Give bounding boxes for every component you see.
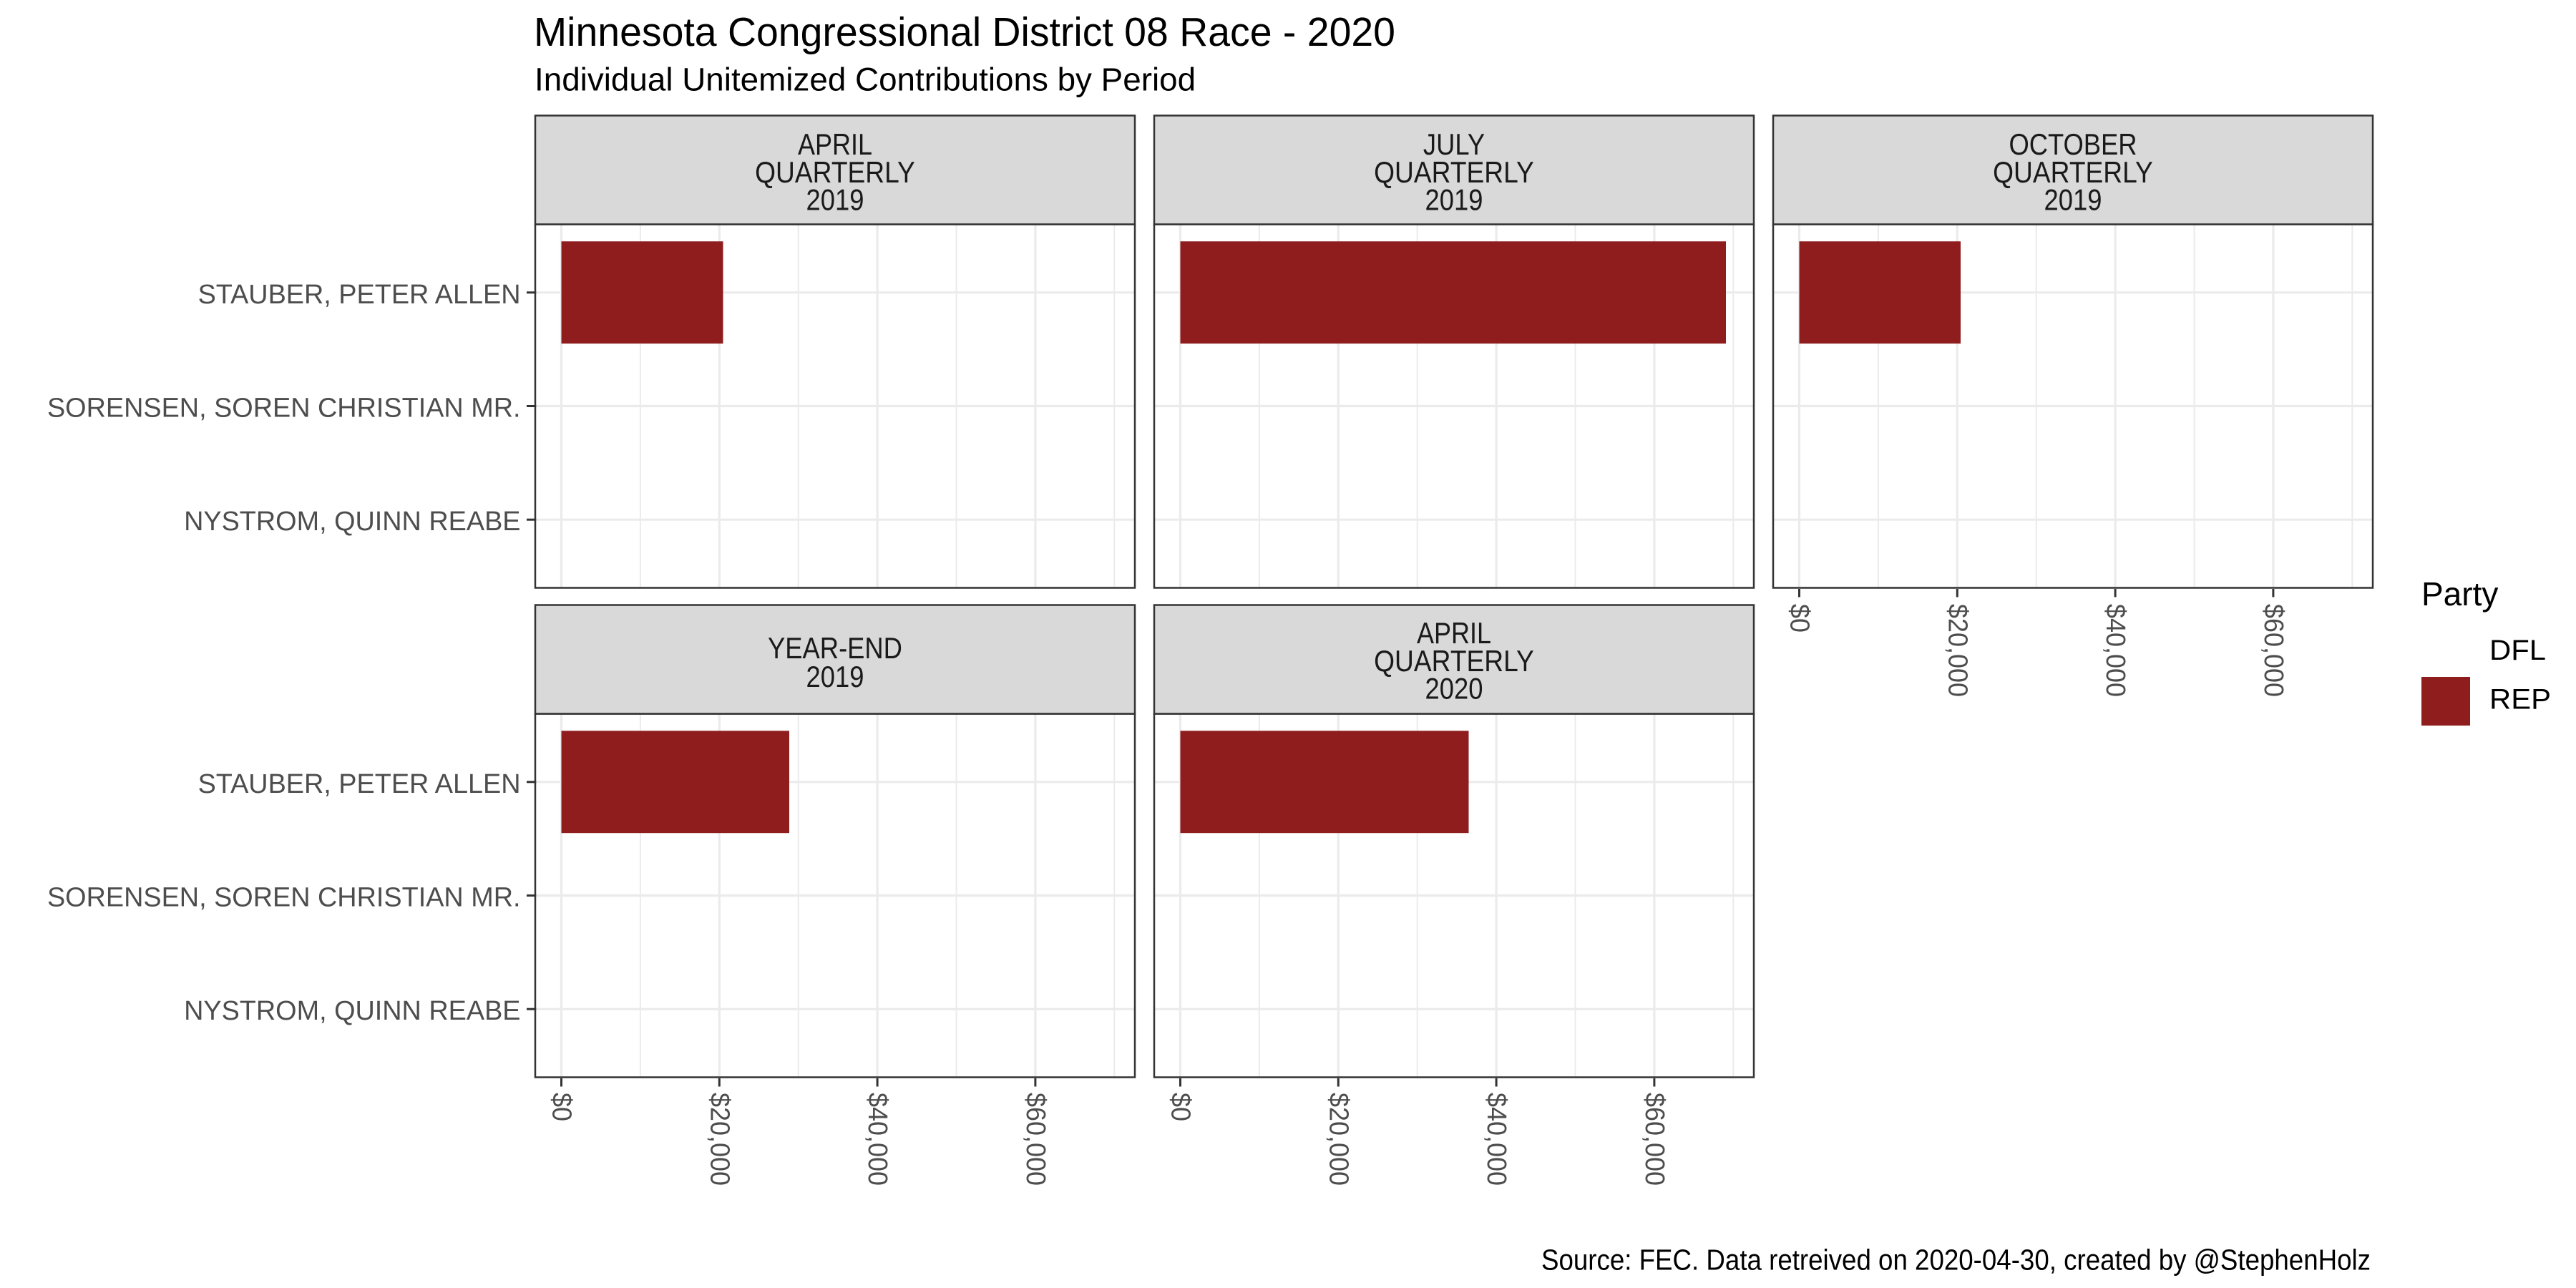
svg-text:QUARTERLY: QUARTERLY xyxy=(1993,155,2153,189)
svg-text:QUARTERLY: QUARTERLY xyxy=(1374,155,1534,189)
svg-text:$20,000: $20,000 xyxy=(704,1093,734,1186)
svg-text:2019: 2019 xyxy=(806,660,864,693)
svg-text:$0: $0 xyxy=(1785,604,1815,633)
svg-text:$20,000: $20,000 xyxy=(1323,1093,1353,1186)
svg-text:APRIL: APRIL xyxy=(1417,616,1491,650)
svg-text:OCTOBER: OCTOBER xyxy=(2009,127,2137,161)
svg-text:$20,000: $20,000 xyxy=(1942,604,1972,697)
svg-text:QUARTERLY: QUARTERLY xyxy=(1374,644,1534,678)
svg-text:$40,000: $40,000 xyxy=(1481,1093,1511,1186)
svg-text:Party: Party xyxy=(2421,575,2498,613)
svg-text:APRIL: APRIL xyxy=(798,127,872,161)
svg-text:SORENSEN, SOREN CHRISTIAN MR.: SORENSEN, SOREN CHRISTIAN MR. xyxy=(47,883,521,913)
svg-text:STAUBER, PETER ALLEN: STAUBER, PETER ALLEN xyxy=(198,769,521,799)
svg-text:2020: 2020 xyxy=(1425,672,1483,706)
svg-text:$40,000: $40,000 xyxy=(862,1093,892,1186)
svg-text:NYSTROM, QUINN REABE: NYSTROM, QUINN REABE xyxy=(184,507,520,537)
svg-text:2019: 2019 xyxy=(806,183,864,217)
svg-text:$60,000: $60,000 xyxy=(1639,1093,1669,1186)
svg-text:$0: $0 xyxy=(1166,1093,1196,1121)
svg-text:$0: $0 xyxy=(547,1093,577,1121)
svg-text:$60,000: $60,000 xyxy=(2258,604,2288,697)
svg-text:NYSTROM, QUINN REABE: NYSTROM, QUINN REABE xyxy=(184,996,520,1026)
svg-text:Individual Unitemized Contribu: Individual Unitemized Contributions by P… xyxy=(535,62,1196,98)
svg-text:YEAR-END: YEAR-END xyxy=(768,631,902,665)
svg-text:2019: 2019 xyxy=(2044,183,2102,217)
svg-text:Source: FEC. Data retreived on: Source: FEC. Data retreived on 2020-04-3… xyxy=(1541,1244,2371,1277)
svg-text:SORENSEN, SOREN CHRISTIAN MR.: SORENSEN, SOREN CHRISTIAN MR. xyxy=(47,394,521,424)
svg-text:REP: REP xyxy=(2489,684,2551,716)
svg-text:QUARTERLY: QUARTERLY xyxy=(755,155,915,189)
svg-text:JULY: JULY xyxy=(1423,127,1485,161)
svg-text:STAUBER, PETER ALLEN: STAUBER, PETER ALLEN xyxy=(198,280,521,310)
svg-text:$60,000: $60,000 xyxy=(1020,1093,1050,1186)
svg-text:2019: 2019 xyxy=(1425,183,1483,217)
svg-text:Minnesota Congressional Distri: Minnesota Congressional District 08 Race… xyxy=(534,9,1395,55)
svg-text:$40,000: $40,000 xyxy=(2100,604,2130,697)
svg-text:DFL: DFL xyxy=(2489,635,2546,666)
